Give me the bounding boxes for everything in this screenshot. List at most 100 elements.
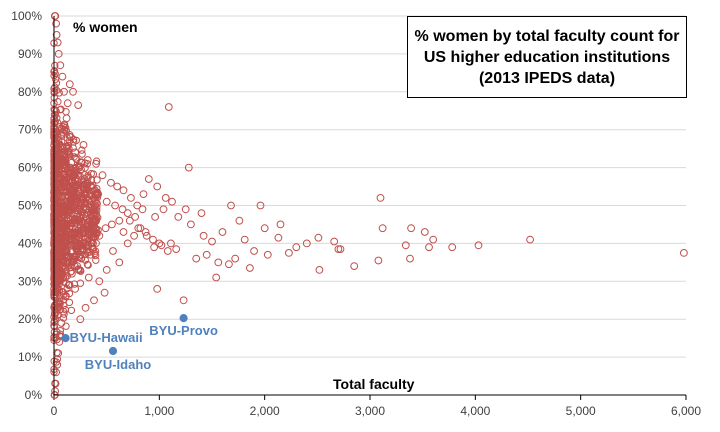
data-point (55, 140, 63, 149)
data-point (157, 241, 166, 250)
data-point (50, 106, 59, 115)
data-point (54, 98, 62, 106)
data-point (407, 224, 416, 233)
data-point (274, 233, 283, 242)
data-point (57, 241, 66, 250)
data-point (62, 158, 70, 166)
data-point (80, 225, 89, 233)
data-point (60, 272, 68, 280)
data-point (87, 182, 95, 191)
data-point (64, 281, 73, 290)
data-point (102, 197, 111, 206)
data-point (118, 205, 127, 214)
data-point (56, 106, 64, 114)
data-point (133, 201, 142, 210)
data-point (336, 245, 345, 254)
data-point (174, 213, 183, 221)
data-point (55, 89, 63, 97)
highlight-point (108, 346, 118, 356)
data-points (50, 12, 688, 399)
data-point (63, 99, 72, 108)
data-point (51, 275, 59, 283)
data-point (70, 280, 79, 288)
data-point (64, 141, 73, 150)
data-point (101, 224, 110, 233)
data-point (285, 249, 293, 257)
data-point (84, 173, 92, 182)
data-point (66, 163, 75, 172)
data-point (225, 260, 233, 269)
y-tick-label: 0% (25, 388, 43, 402)
data-point (65, 298, 74, 307)
data-point (93, 192, 101, 200)
data-point (85, 187, 93, 195)
data-point (378, 224, 387, 233)
data-point (51, 314, 60, 323)
data-point (52, 126, 60, 134)
data-point (474, 241, 483, 250)
data-point (55, 338, 64, 346)
data-point (330, 237, 339, 246)
data-point (61, 153, 70, 162)
data-point (425, 243, 433, 252)
highlight-point (61, 334, 70, 343)
data-point (141, 228, 150, 236)
data-point (62, 221, 71, 230)
data-point (50, 12, 59, 20)
data-point (302, 239, 311, 248)
data-point (71, 285, 79, 293)
data-point (52, 19, 60, 28)
data-point (144, 175, 153, 183)
data-point (79, 141, 88, 149)
data-point (59, 307, 68, 316)
annotation-label: BYU-Hawaii (70, 330, 143, 345)
data-point (61, 305, 70, 314)
chart-title: % women by total faculty count for US hi… (407, 16, 687, 98)
data-point (448, 243, 457, 252)
data-point (98, 171, 107, 180)
data-point (81, 199, 89, 207)
data-point (164, 103, 173, 111)
data-point (92, 217, 100, 226)
data-point (150, 243, 159, 252)
data-point (59, 238, 68, 246)
data-point (79, 203, 88, 211)
data-point (56, 327, 64, 335)
data-point (57, 160, 66, 168)
data-point (163, 247, 172, 255)
data-point (155, 239, 164, 248)
data-point (172, 245, 181, 254)
data-point (62, 238, 70, 246)
data-point (74, 171, 82, 180)
data-point (374, 256, 383, 265)
data-point (78, 146, 86, 154)
data-point (91, 249, 99, 258)
data-point (63, 163, 71, 172)
data-point (149, 235, 157, 244)
data-point (67, 133, 75, 142)
data-point (91, 205, 99, 214)
data-point (65, 137, 74, 145)
x-tick-labels: 0 1,000 2,000 3,000 4,000 5,000 6,000 (51, 395, 701, 418)
data-point (51, 83, 59, 91)
data-point (51, 210, 60, 218)
data-point (125, 216, 134, 225)
data-point (60, 87, 68, 96)
data-point (83, 156, 92, 164)
data-point (136, 224, 145, 233)
data-point (680, 249, 688, 257)
data-point (179, 296, 188, 305)
data-point (202, 250, 211, 259)
data-point (54, 50, 63, 58)
data-point (131, 213, 140, 221)
data-point (62, 188, 71, 196)
data-point (161, 194, 170, 202)
data-point (235, 216, 244, 225)
data-point (64, 144, 73, 153)
data-point (68, 214, 77, 222)
data-point (250, 247, 259, 255)
data-point (62, 177, 70, 186)
y-tick-label: 90% (18, 47, 42, 61)
data-point (75, 218, 84, 226)
data-point (52, 368, 60, 377)
